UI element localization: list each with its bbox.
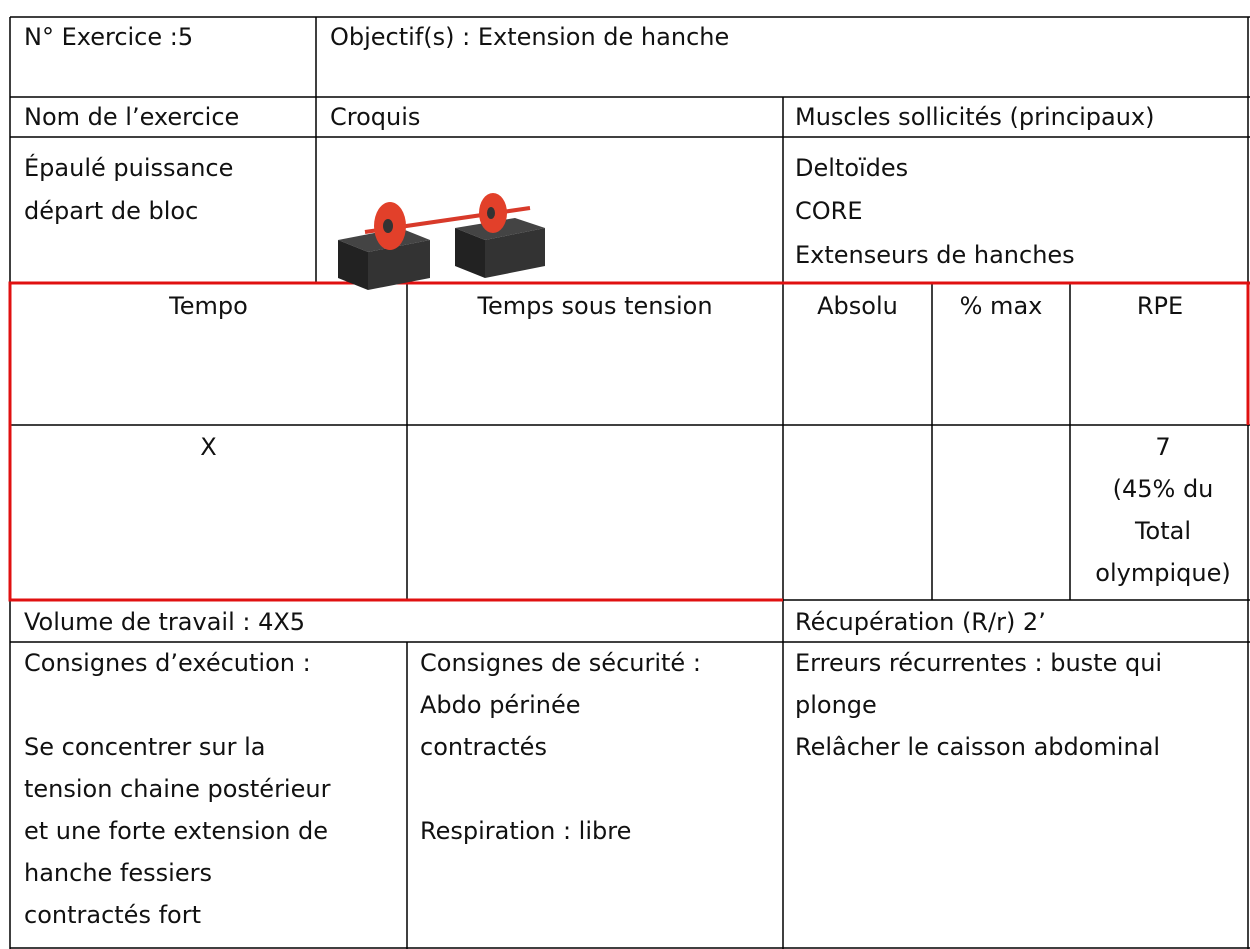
cell: Relâcher le caisson abdominal xyxy=(795,733,1161,761)
cell: hanche fessiers xyxy=(24,859,212,887)
cell: RPE xyxy=(1136,292,1184,320)
cell: N° Exercice :5 xyxy=(24,23,194,51)
cell: Erreurs récurrentes : buste qui xyxy=(795,649,1163,677)
cell: plonge xyxy=(795,691,877,719)
cell: 7 xyxy=(1155,433,1171,461)
cell: départ de bloc xyxy=(24,197,199,225)
cell: CORE xyxy=(795,197,863,225)
cell: olympique) xyxy=(1095,559,1231,587)
cell: et une forte extension de xyxy=(24,817,329,845)
cell: Respiration : libre xyxy=(420,817,632,845)
cell: Deltoïdes xyxy=(795,154,909,182)
cell: X xyxy=(200,433,217,461)
cell: Extenseurs de hanches xyxy=(795,241,1075,269)
cell: Nom de l’exercice xyxy=(24,103,240,131)
cell: Objectif(s) : Extension de hanche xyxy=(330,23,730,51)
sketch xyxy=(338,193,545,290)
cell: Absolu xyxy=(817,292,898,320)
cell: Muscles sollicités (principaux) xyxy=(795,103,1155,131)
cell: tension chaine postérieur xyxy=(24,775,331,803)
cell: Temps sous tension xyxy=(477,292,713,320)
cell: Abdo périnée xyxy=(420,691,581,719)
cell: Volume de travail : 4X5 xyxy=(24,608,306,636)
cell: % max xyxy=(959,292,1043,320)
cell: Tempo xyxy=(169,292,248,320)
cell: Consignes d’exécution : xyxy=(24,649,311,677)
cell: Total xyxy=(1134,517,1192,545)
cell: Croquis xyxy=(330,103,421,131)
cell: Épaulé puissance xyxy=(24,154,234,182)
cell: Récupération (R/r) 2’ xyxy=(795,608,1046,636)
cell: Consignes de sécurité : xyxy=(420,649,701,677)
cell: contractés xyxy=(420,733,547,761)
cell: contractés fort xyxy=(24,901,201,929)
cell: Se concentrer sur la xyxy=(24,733,266,761)
cell: (45% du xyxy=(1112,475,1214,503)
